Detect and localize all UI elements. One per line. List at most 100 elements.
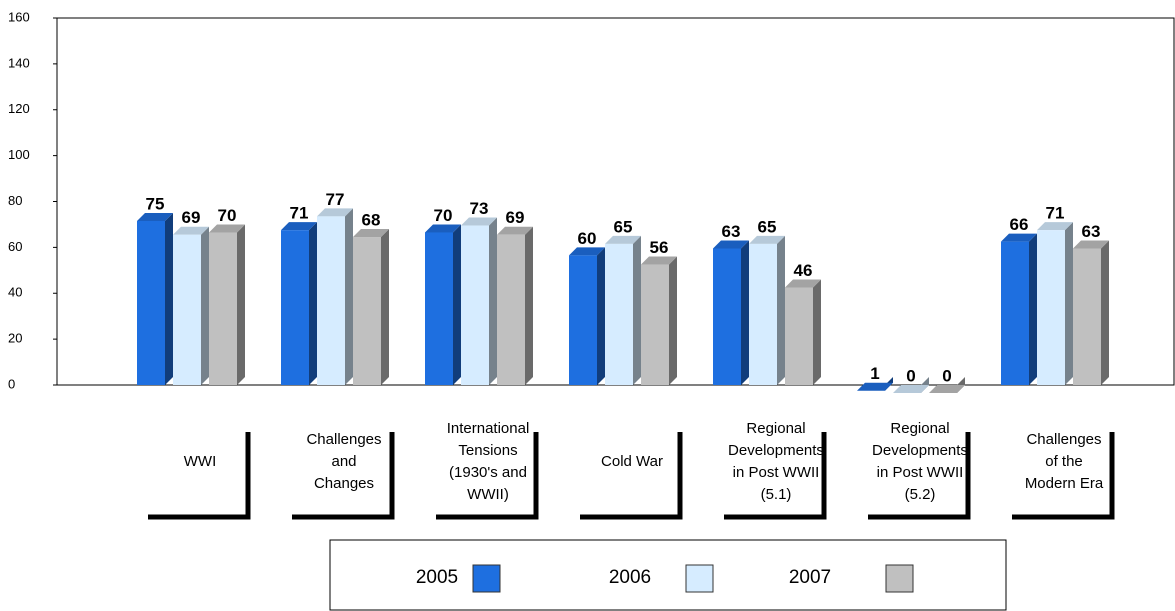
bar xyxy=(281,222,317,385)
bar xyxy=(425,224,461,385)
bar-face xyxy=(281,230,309,385)
legend-label: 2006 xyxy=(609,567,651,588)
y-tick-label: 40 xyxy=(8,285,22,300)
value-label: 63 xyxy=(1082,222,1101,241)
bar-face xyxy=(453,224,461,385)
bar-face xyxy=(605,235,641,244)
bar xyxy=(1001,233,1037,385)
bar-face xyxy=(749,235,785,244)
bar-face xyxy=(893,385,929,393)
bar-face xyxy=(1065,222,1073,385)
y-tick-label: 100 xyxy=(8,147,30,162)
bar-face xyxy=(1037,222,1073,231)
legend-swatch xyxy=(885,564,914,593)
value-label: 69 xyxy=(506,208,525,227)
value-label: 66 xyxy=(1010,215,1029,234)
bar xyxy=(1073,240,1109,385)
x-tick-label: Regional Developments in Post WWII (5.1) xyxy=(728,420,824,503)
bar-face xyxy=(309,222,317,385)
value-label: 70 xyxy=(434,206,453,225)
bar xyxy=(785,279,821,385)
bar-face xyxy=(173,226,209,235)
value-label: 60 xyxy=(578,229,597,248)
bar xyxy=(1037,222,1073,385)
bar xyxy=(641,256,677,385)
bar-face xyxy=(641,264,669,385)
bar xyxy=(173,226,209,385)
bar-face xyxy=(425,224,461,233)
bar-face xyxy=(713,248,741,385)
value-label: 0 xyxy=(906,366,915,385)
bar xyxy=(317,208,353,385)
bar-face xyxy=(137,220,165,385)
y-tick-label: 0 xyxy=(8,376,15,391)
legend-swatch xyxy=(685,564,714,593)
bar-face xyxy=(741,240,749,385)
bar-face xyxy=(165,212,173,385)
bar-face xyxy=(1073,248,1101,385)
bar-face xyxy=(497,226,533,235)
category-frame xyxy=(580,432,683,520)
bar-face xyxy=(1001,241,1029,385)
category-frame xyxy=(1012,432,1115,520)
bar-face xyxy=(1073,240,1109,249)
bar xyxy=(893,377,929,393)
bar xyxy=(713,240,749,385)
bar-face xyxy=(857,382,893,391)
bar xyxy=(929,377,965,393)
value-label: 0 xyxy=(942,366,951,385)
y-tick-label: 160 xyxy=(8,9,30,24)
x-tick-label: Cold War xyxy=(601,453,663,470)
category-frame xyxy=(436,432,539,520)
x-tick-label: Regional Developments in Post WWII (5.2) xyxy=(872,420,968,503)
bar-face xyxy=(317,208,353,217)
category-frame xyxy=(724,432,827,520)
x-tick-label: International Tensions (1930's and WWII) xyxy=(447,420,530,503)
bar-face xyxy=(569,247,605,256)
bar-face xyxy=(353,237,381,385)
bar-face xyxy=(489,217,497,385)
bar-face xyxy=(281,222,317,231)
bar-face xyxy=(497,234,525,385)
value-label: 75 xyxy=(146,194,165,213)
y-tick-label: 20 xyxy=(8,331,22,346)
bar-face xyxy=(1001,233,1037,242)
x-tick-label: Challenges of the Modern Era xyxy=(1025,431,1104,492)
bar-face xyxy=(425,232,453,385)
bar xyxy=(857,377,893,391)
value-label: 69 xyxy=(182,208,201,227)
legend-label: 2007 xyxy=(789,567,831,588)
bar xyxy=(461,217,497,385)
bar-face xyxy=(1101,240,1109,385)
bar-face xyxy=(137,212,173,221)
bar-face xyxy=(749,243,777,385)
category-frame xyxy=(292,432,395,520)
bar-face xyxy=(785,287,813,385)
bar-face xyxy=(713,240,749,249)
value-label: 68 xyxy=(362,211,381,230)
bar xyxy=(209,224,245,385)
bar-face xyxy=(569,255,597,385)
value-label: 71 xyxy=(1046,204,1065,223)
bar-face xyxy=(597,247,605,385)
bar-face xyxy=(237,224,245,385)
bar-face xyxy=(1037,230,1065,385)
bar-face xyxy=(669,256,677,385)
y-tick-label: 80 xyxy=(8,193,22,208)
bar-face xyxy=(777,235,785,385)
bar-face xyxy=(929,385,965,393)
bar xyxy=(749,235,785,385)
y-tick-label: 140 xyxy=(8,55,30,70)
value-label: 65 xyxy=(758,217,777,236)
value-label: 65 xyxy=(614,217,633,236)
bar-face xyxy=(201,226,209,385)
bar-face xyxy=(525,226,533,385)
bar-face xyxy=(461,225,489,385)
x-tick-label: Challenges and Changes xyxy=(306,431,381,492)
bar xyxy=(353,229,389,385)
bar xyxy=(605,235,641,385)
bar-face xyxy=(353,229,389,238)
category-frame xyxy=(868,432,971,520)
bar-face xyxy=(633,235,641,385)
